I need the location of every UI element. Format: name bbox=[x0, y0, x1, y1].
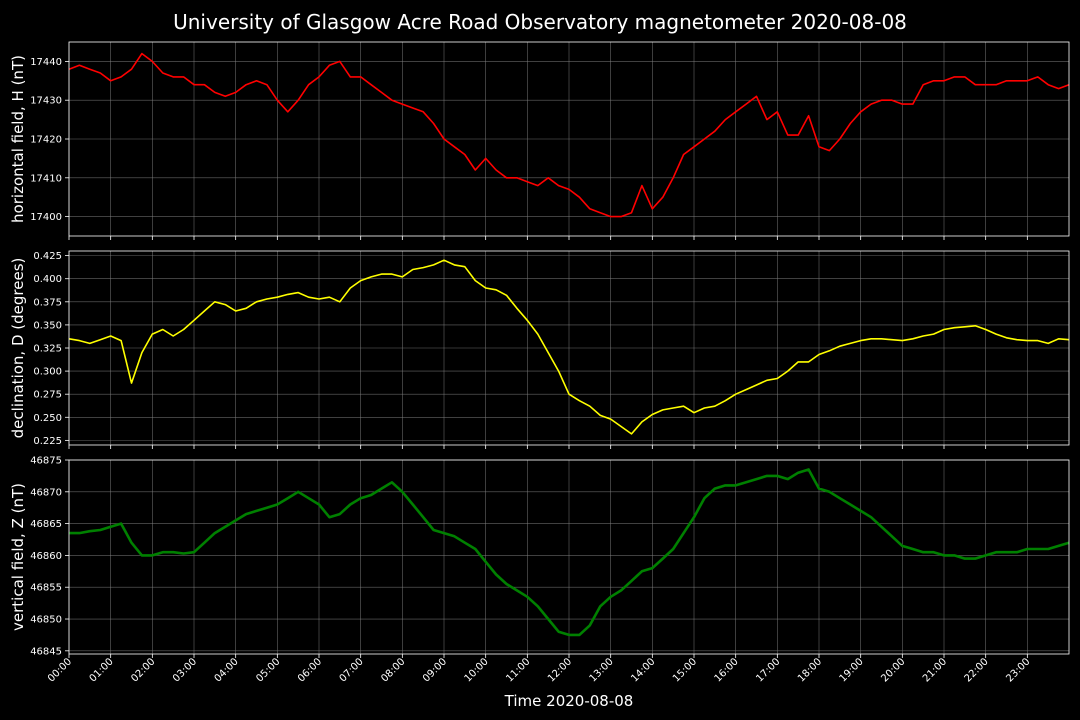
y-tick-label: 46850 bbox=[30, 615, 62, 626]
y-axis-label: vertical field, Z (nT) bbox=[9, 483, 27, 631]
y-tick-label: 46865 bbox=[30, 519, 62, 530]
y-tick-label: 0.325 bbox=[33, 344, 62, 355]
y-tick-label: 0.400 bbox=[33, 274, 62, 285]
y-tick-label: 46875 bbox=[30, 456, 62, 467]
y-tick-label: 17440 bbox=[30, 57, 62, 68]
y-tick-label: 46870 bbox=[30, 487, 62, 498]
series-line bbox=[68, 52, 1070, 218]
x-axis-label: Time 2020-08-08 bbox=[504, 692, 634, 710]
y-axis-label: horizontal field, H (nT) bbox=[9, 55, 27, 223]
panel-3: 46845 46850 46855 46860 46865 46870 46875 verti… bbox=[9, 456, 1070, 658]
y-tick-label: 46860 bbox=[30, 551, 62, 562]
y-tick-label: 17410 bbox=[30, 173, 62, 184]
axes-frame bbox=[68, 41, 1070, 237]
panel-2: 0.225 0.250 0.275 0.300 0.325 0.350 0.375 0.400… bbox=[9, 250, 1070, 449]
y-tick-label: 0.275 bbox=[33, 390, 62, 401]
y-tick-label: 0.225 bbox=[33, 436, 62, 447]
y-tick-label: 0.350 bbox=[33, 320, 62, 331]
y-tick-label: 0.250 bbox=[33, 413, 62, 424]
axes-frame bbox=[68, 459, 1070, 655]
series-line bbox=[69, 468, 1070, 637]
series-line bbox=[68, 259, 1070, 435]
y-tick-label: 17430 bbox=[30, 96, 62, 107]
y-axis-label: declination, D (degrees) bbox=[9, 258, 27, 439]
y-tick-label: 46855 bbox=[30, 583, 62, 594]
chart-title: University of Glasgow Acre Road Observat… bbox=[173, 10, 907, 34]
y-tick-label: 0.375 bbox=[33, 297, 62, 308]
y-tick-label: 0.425 bbox=[33, 251, 62, 262]
y-tick-label: 46845 bbox=[30, 646, 62, 657]
axes-frame bbox=[68, 250, 1070, 446]
y-tick-label: 17400 bbox=[30, 212, 62, 223]
y-tick-label: 17420 bbox=[30, 135, 62, 146]
y-tick-label: 0.300 bbox=[33, 367, 62, 378]
